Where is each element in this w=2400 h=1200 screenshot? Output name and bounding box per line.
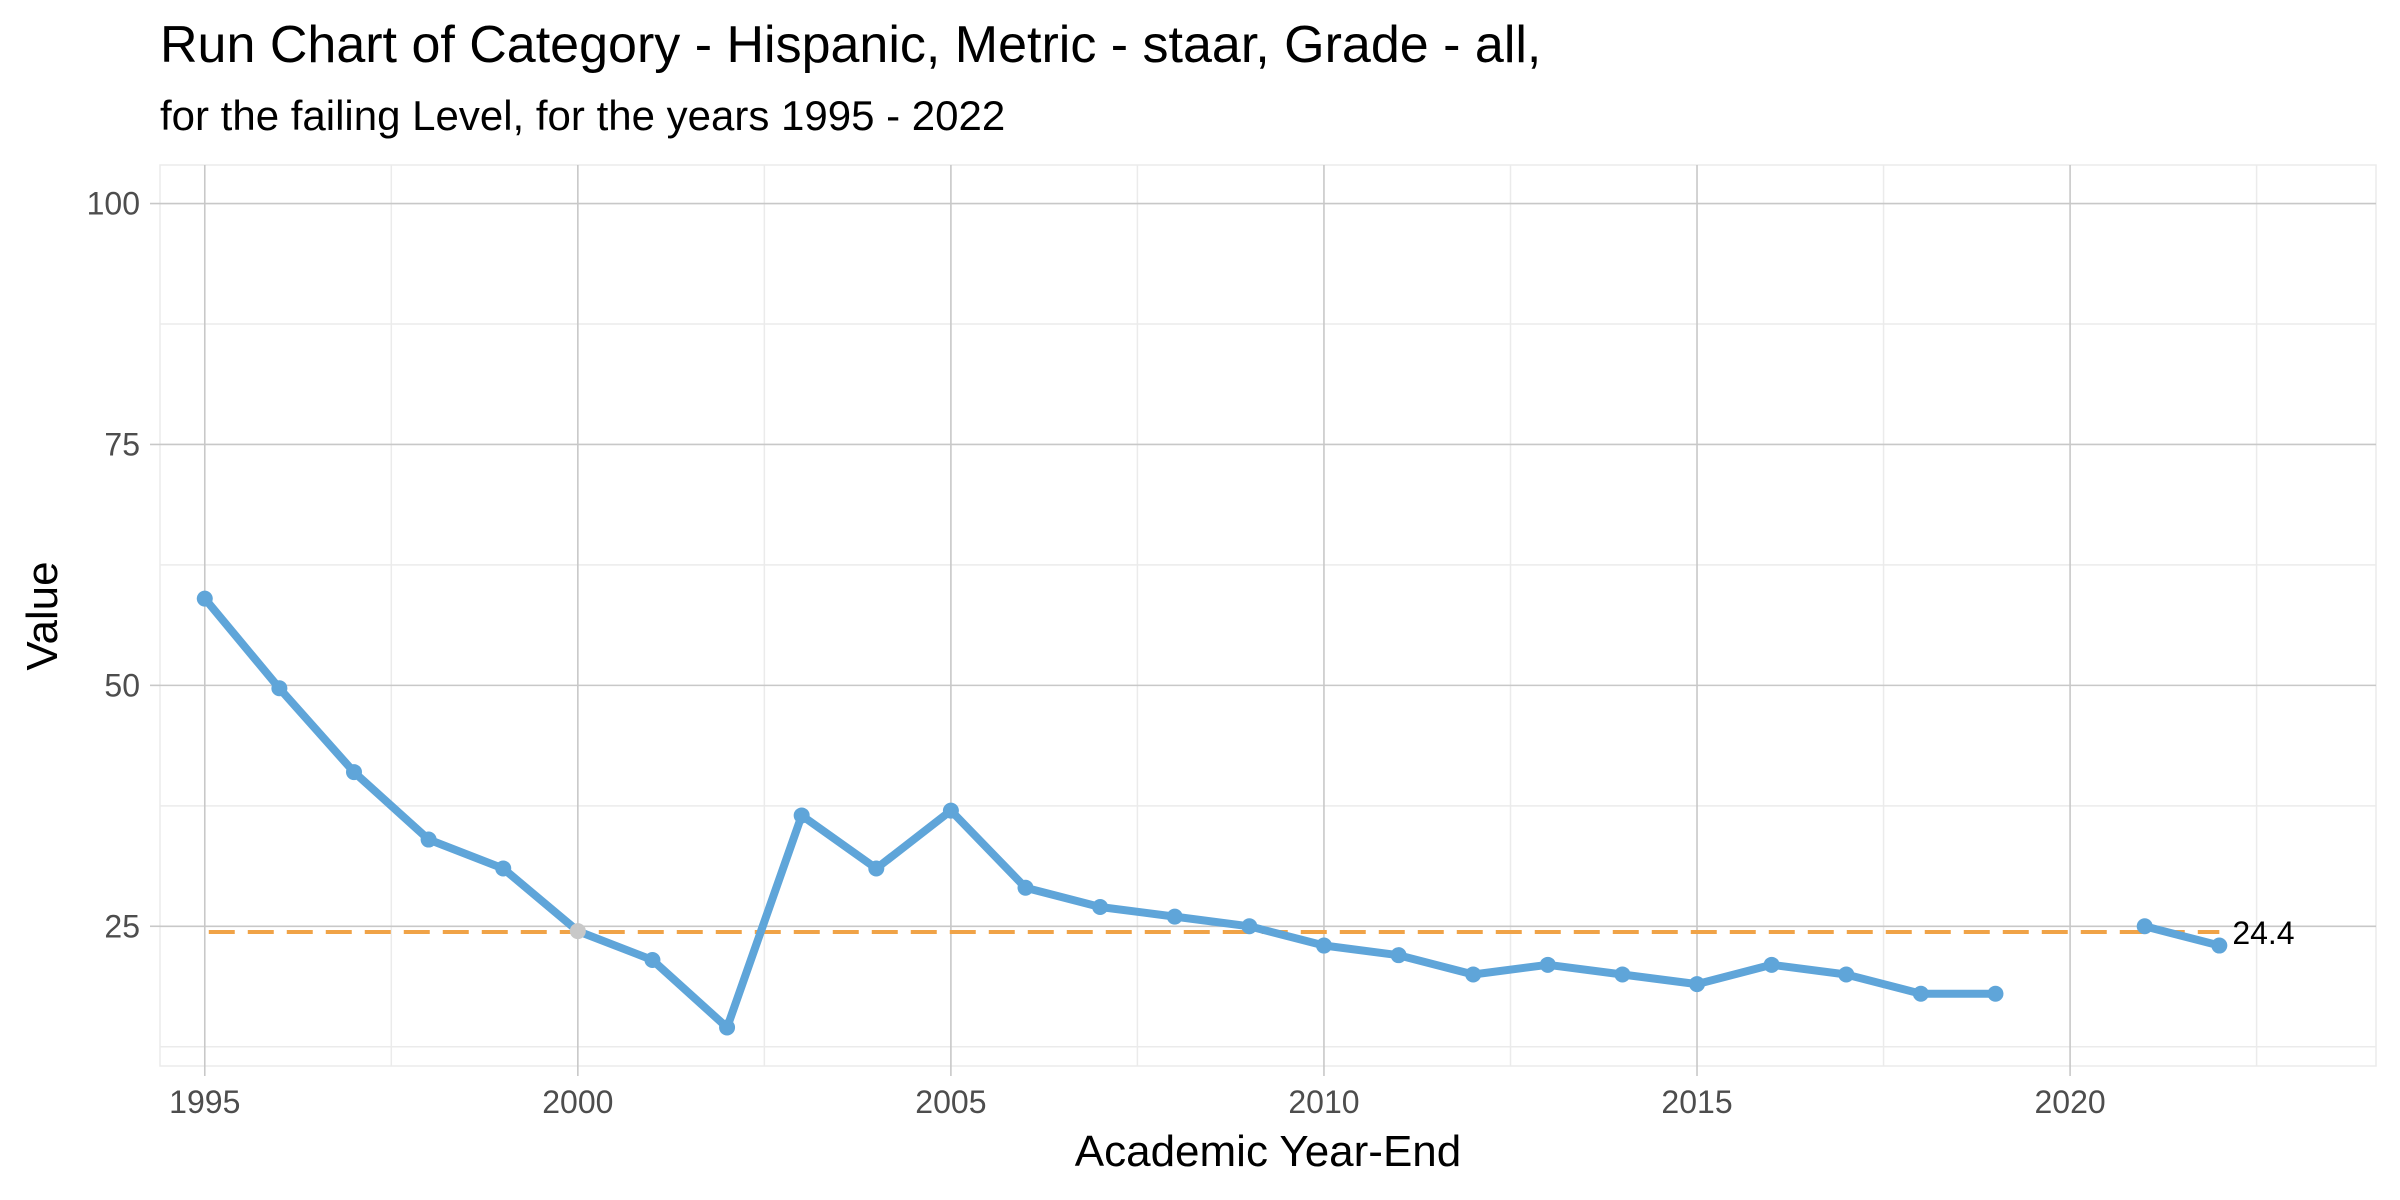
x-tick-label: 2010 — [1288, 1084, 1359, 1120]
data-point — [1241, 918, 1258, 935]
data-point — [569, 923, 586, 940]
axis-ticks — [150, 202, 2071, 1076]
y-tick-label: 100 — [87, 186, 140, 222]
data-point — [1315, 937, 1332, 954]
chart-title: Run Chart of Category - Hispanic, Metric… — [160, 16, 1541, 74]
data-point — [345, 764, 362, 781]
data-point — [1689, 976, 1706, 993]
panel-border — [159, 164, 2377, 1067]
y-tick-label: 75 — [104, 426, 140, 462]
data-point — [495, 860, 512, 877]
data-point — [2211, 937, 2228, 954]
plot-panel: 24.4 — [150, 164, 2377, 1076]
data-point — [420, 831, 437, 848]
x-tick-label: 2000 — [542, 1084, 613, 1120]
data-point — [1390, 947, 1407, 964]
data-point — [1987, 985, 2004, 1002]
data-point — [1912, 985, 1929, 1002]
data-point — [1465, 966, 1482, 983]
data-point — [1166, 908, 1183, 925]
reference-line-label: 24.4 — [2232, 915, 2294, 951]
x-tick-label: 2015 — [1661, 1084, 1732, 1120]
data-point — [644, 952, 661, 968]
data-point — [868, 860, 885, 877]
y-tick-label: 25 — [104, 908, 140, 944]
data-point — [196, 590, 213, 607]
series-points — [196, 590, 2228, 1036]
x-tick-label: 2005 — [915, 1084, 986, 1120]
series-line — [2140, 922, 2224, 950]
data-point — [1092, 899, 1109, 915]
y-axis-title: Value — [18, 561, 67, 670]
x-tick-label: 2020 — [2034, 1084, 2105, 1120]
data-point — [271, 680, 288, 697]
grid-minor — [160, 165, 2376, 1066]
data-point — [1614, 966, 1631, 983]
x-tick-label: 1995 — [169, 1084, 240, 1120]
data-point — [1838, 966, 1855, 983]
series-line — [200, 594, 2000, 1032]
series-lines — [200, 594, 2224, 1032]
data-point — [793, 807, 810, 824]
annotations: 24.4 — [2232, 915, 2294, 951]
data-point — [1763, 956, 1780, 973]
y-tick-label: 50 — [104, 667, 140, 703]
data-point — [942, 802, 959, 819]
x-axis-title: Academic Year-End — [1075, 1127, 1461, 1176]
data-point — [719, 1019, 736, 1036]
grid-major — [160, 165, 2376, 1066]
data-point — [1539, 956, 1556, 973]
chart-subtitle: for the failing Level, for the years 199… — [160, 92, 1005, 139]
data-point — [2136, 918, 2153, 935]
x-tick-labels: 1995 2000 2005 2010 2015 2020 — [169, 1084, 2106, 1120]
data-point — [1017, 879, 1034, 896]
y-tick-labels: 25 50 75 100 — [87, 186, 140, 945]
